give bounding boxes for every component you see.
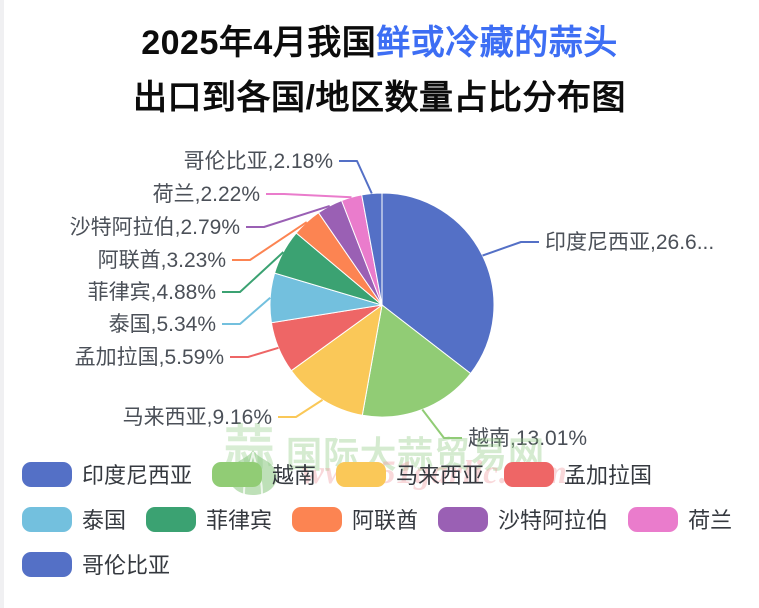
page-edge-strip: [0, 0, 4, 608]
legend-swatch-malaysia: [336, 461, 387, 487]
legend-item-malaysia[interactable]: 马来西亚: [336, 458, 484, 490]
legend-label-thailand: 泰国: [82, 508, 127, 533]
title-line1: 2025年4月我国鲜或冷藏的蒜头: [0, 16, 759, 71]
pie-leader-line-uae: [232, 221, 308, 261]
legend-label-bangladesh: 孟加拉国: [564, 463, 653, 488]
legend-row: 印度尼西亚 越南 马来西亚 孟加拉国: [22, 458, 737, 490]
pie-label-colombia: 哥伦比亚,2.18%: [184, 150, 333, 173]
legend-swatch-netherlands: [628, 506, 679, 532]
legend-row: 泰国 菲律宾 阿联酋 沙特阿拉伯 荷兰: [22, 503, 737, 535]
pie-leader-line-thailand: [222, 296, 271, 325]
pie-label-malaysia: 马来西亚,9.16%: [123, 406, 272, 429]
legend-label-malaysia: 马来西亚: [396, 463, 485, 488]
title-line1-highlight: 鲜或冷藏的蒜头: [376, 24, 618, 62]
legend-item-saudi-arabia[interactable]: 沙特阿拉伯: [438, 503, 608, 535]
legend-label-philippines: 菲律宾: [206, 508, 273, 533]
legend-swatch-philippines: [146, 506, 197, 532]
chart-title: 2025年4月我国鲜或冷藏的蒜头 出口到各国/地区数量占比分布图: [0, 16, 759, 126]
pie-leader-line-saudi-arabia: [246, 204, 331, 228]
pie-label-philippines: 菲律宾,4.88%: [88, 281, 216, 304]
legend-swatch-bangladesh: [504, 461, 555, 487]
legend-item-indonesia[interactable]: 印度尼西亚: [22, 458, 192, 490]
legend-label-netherlands: 荷兰: [688, 508, 733, 533]
pie-leader-line-vietnam: [421, 408, 462, 439]
legend-swatch-vietnam: [212, 461, 263, 487]
legend-swatch-thailand: [22, 506, 72, 532]
legend-label-indonesia: 印度尼西亚: [82, 463, 193, 488]
legend-item-bangladesh[interactable]: 孟加拉国: [504, 458, 652, 490]
legend-label-uae: 阿联酋: [352, 508, 419, 533]
legend: 印度尼西亚 越南 马来西亚 孟加拉国泰国 菲律宾 阿联酋 沙特阿拉伯 荷兰哥伦比亚: [22, 461, 737, 596]
pie-leader-line-netherlands: [266, 193, 352, 199]
pie-slice-indonesia[interactable]: [381, 192, 495, 375]
pie-label-thailand: 泰国,5.34%: [109, 313, 216, 336]
pie-label-bangladesh: 孟加拉国,5.59%: [75, 346, 224, 369]
legend-item-vietnam[interactable]: 越南: [212, 458, 316, 490]
legend-item-netherlands[interactable]: 荷兰: [628, 503, 732, 535]
pie-label-vietnam: 越南,13.01%: [468, 427, 587, 450]
legend-label-vietnam: 越南: [272, 463, 317, 488]
pie-leader-line-philippines: [222, 251, 285, 293]
legend-item-philippines[interactable]: 菲律宾: [146, 503, 272, 535]
legend-item-colombia[interactable]: 哥伦比亚: [22, 548, 170, 580]
pie-label-indonesia: 印度尼西亚,26.6...: [545, 231, 714, 254]
legend-swatch-colombia: [22, 551, 72, 577]
legend-item-uae[interactable]: 阿联酋: [292, 503, 418, 535]
legend-label-saudi-arabia: 沙特阿拉伯: [498, 508, 609, 533]
pie-label-uae: 阿联酋,3.23%: [98, 249, 226, 272]
pie-leader-line-colombia: [339, 160, 373, 194]
legend-swatch-uae: [292, 506, 343, 532]
legend-swatch-indonesia: [22, 461, 72, 487]
pie-label-saudi-arabia: 沙特阿拉伯,2.79%: [70, 216, 240, 239]
pie-leader-line-malaysia: [278, 399, 324, 418]
legend-row: 哥伦比亚: [22, 548, 737, 580]
legend-item-thailand[interactable]: 泰国: [22, 503, 126, 535]
legend-swatch-saudi-arabia: [438, 506, 489, 532]
pie-label-netherlands: 荷兰,2.22%: [153, 183, 260, 206]
pie-leader-line-bangladesh: [230, 346, 279, 358]
legend-label-colombia: 哥伦比亚: [82, 553, 171, 578]
title-line2: 出口到各国/地区数量占比分布图: [133, 79, 626, 117]
title-line1-prefix: 2025年4月我国: [141, 24, 377, 62]
pie-leader-line-indonesia: [482, 241, 539, 257]
